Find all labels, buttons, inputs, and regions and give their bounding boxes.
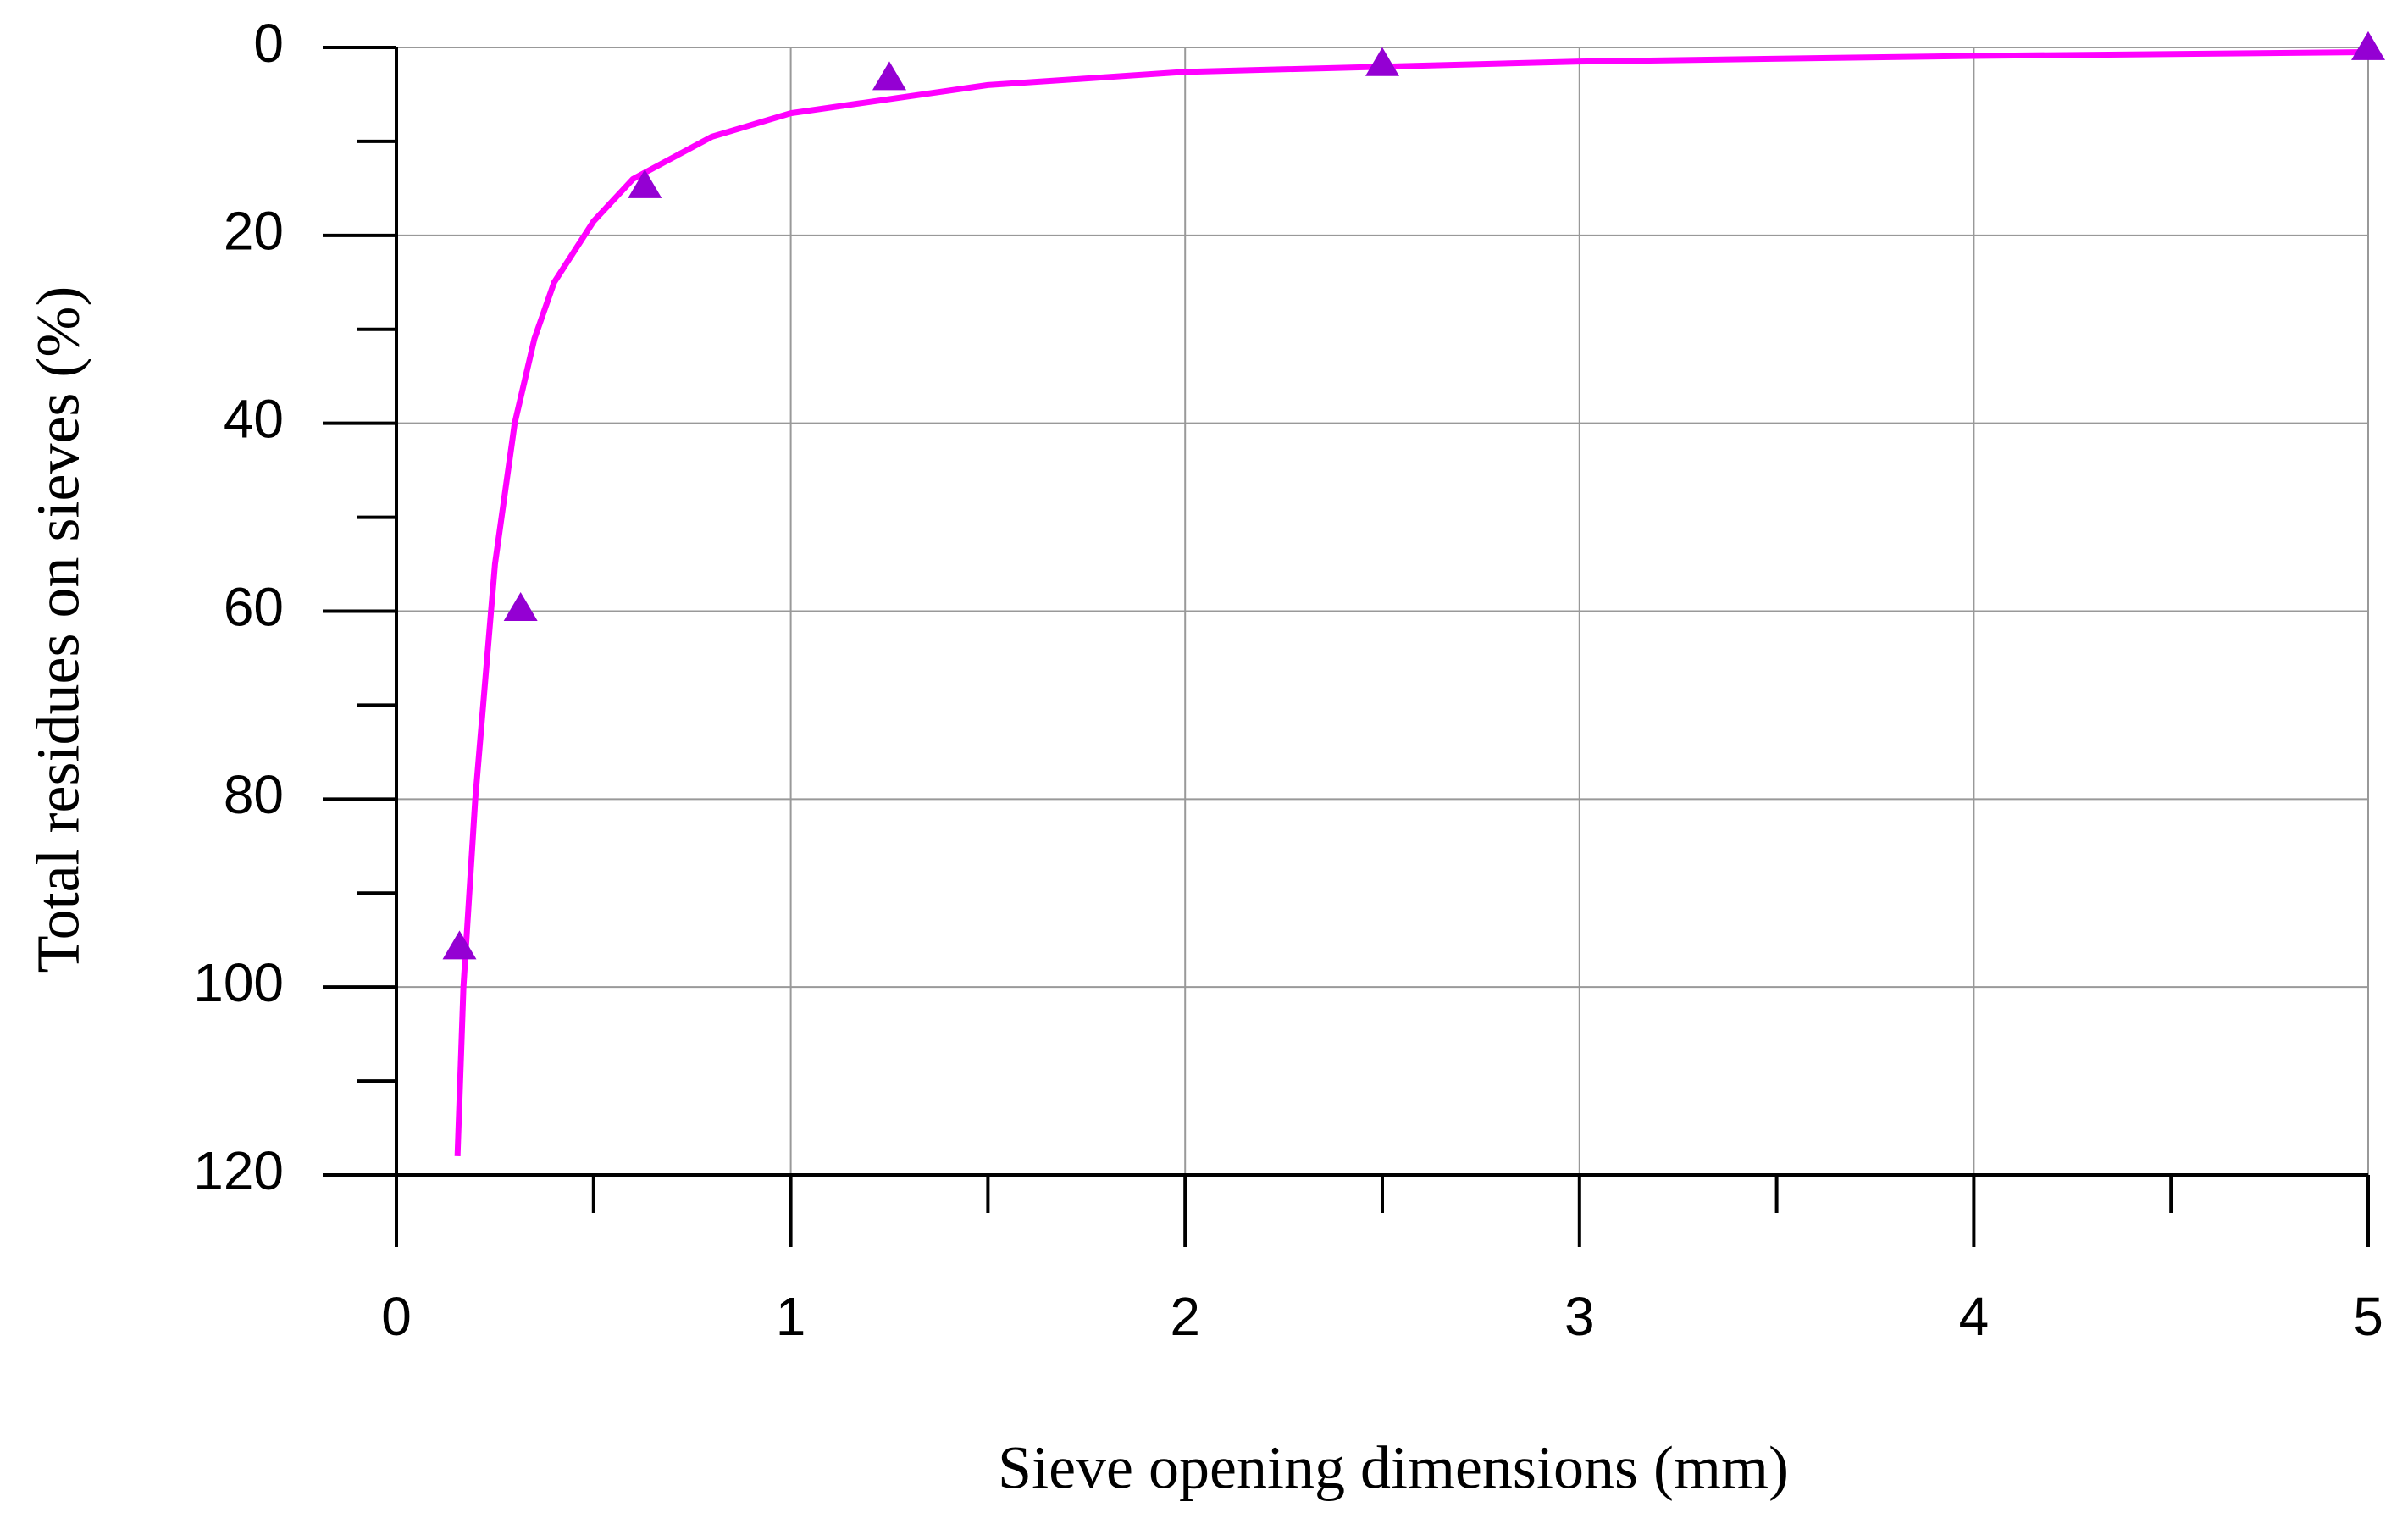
x-tick-label: 4 bbox=[1959, 1286, 1990, 1347]
y-tick-label: 100 bbox=[193, 952, 284, 1013]
data-point bbox=[503, 592, 538, 622]
x-tick-label: 5 bbox=[2353, 1286, 2383, 1347]
y-axis-title: Total residues on sieves (%) bbox=[25, 286, 92, 973]
y-tick-label: 20 bbox=[224, 201, 284, 262]
data-point bbox=[442, 930, 477, 960]
y-tick-label: 80 bbox=[224, 764, 284, 825]
fit-curve bbox=[454, 49, 2369, 1156]
x-tick-label: 0 bbox=[381, 1286, 412, 1347]
x-tick-label: 3 bbox=[1564, 1286, 1595, 1347]
y-tick-label: 0 bbox=[253, 13, 284, 74]
data-point bbox=[1365, 47, 1399, 76]
data-point bbox=[628, 169, 662, 198]
x-tick-label: 2 bbox=[1170, 1286, 1200, 1347]
y-tick-label: 40 bbox=[224, 389, 284, 450]
x-tick-label: 1 bbox=[776, 1286, 806, 1347]
y-tick-label: 120 bbox=[193, 1140, 284, 1201]
data-point bbox=[872, 61, 906, 91]
y-tick-label: 60 bbox=[224, 576, 284, 637]
x-axis-title: Sieve opening dimensions (mm) bbox=[998, 1434, 1789, 1502]
data-point bbox=[2351, 30, 2385, 60]
